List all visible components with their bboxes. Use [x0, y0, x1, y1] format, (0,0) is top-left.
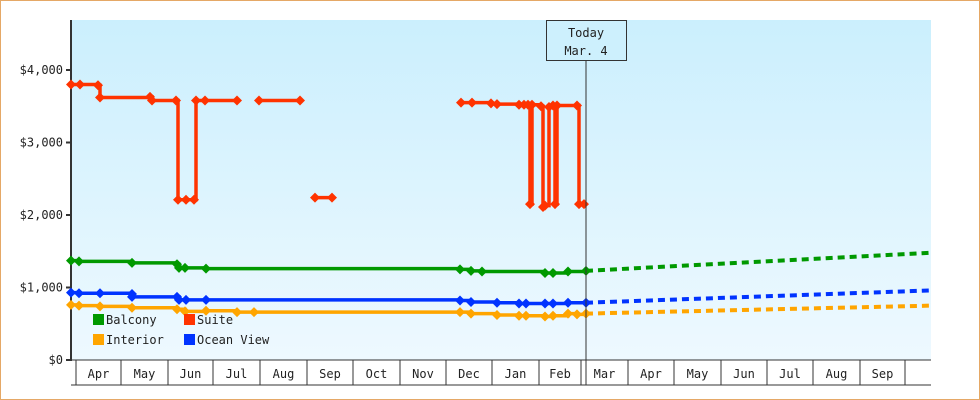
x-axis: Apr May Jun Jul Aug Sep Oct Nov Dec Jan Feb Mar Apr M… [71, 359, 931, 386]
today-date: Mar. 4 [564, 44, 607, 58]
x-tick-label: Jun [733, 367, 755, 381]
x-tick-label: Apr [88, 367, 110, 381]
legend-swatch [184, 314, 195, 325]
y-tick-label: $4,000 [20, 63, 63, 77]
legend-label: Ocean View [197, 333, 270, 347]
today-label: Today [568, 26, 604, 40]
legend-item-suite: Suite [184, 313, 233, 327]
legend-item-balcony: Balcony [93, 313, 157, 327]
x-tick-label: Feb [549, 367, 571, 381]
x-tick-label: Mar [594, 367, 616, 381]
legend-swatch [184, 334, 195, 345]
x-tick-label: Sep [872, 367, 894, 381]
x-tick-label: Aug [273, 367, 295, 381]
y-axis: $0 $1,000 $2,000 $3,000 $4,000 [20, 20, 72, 367]
legend-label: Suite [197, 313, 233, 327]
x-tick-label: Jan [505, 367, 527, 381]
series-balcony [66, 250, 932, 278]
x-tick-label: May [687, 367, 709, 381]
series-suite [66, 79, 589, 213]
legend: Balcony Suite Interior Ocean View [93, 313, 270, 347]
x-tick-label: Jul [779, 367, 801, 381]
x-tick-label: Oct [366, 367, 388, 381]
legend-swatch [93, 334, 104, 345]
x-tick-label: Aug [826, 367, 848, 381]
x-tick-label: Jun [180, 367, 202, 381]
series-ocean-view [66, 287, 932, 309]
x-tick-label: Dec [458, 367, 480, 381]
series-interior [66, 299, 932, 322]
x-tick-label: Jul [226, 367, 248, 381]
y-tick-label: $0 [49, 353, 63, 367]
legend-label: Interior [106, 333, 164, 347]
x-tick-label: Sep [319, 367, 341, 381]
legend-swatch [93, 314, 104, 325]
x-tick-label: May [134, 367, 156, 381]
y-tick-label: $3,000 [20, 136, 63, 150]
legend-item-ocean-view: Ocean View [184, 333, 270, 347]
x-tick-label: Apr [640, 367, 662, 381]
y-tick-label: $2,000 [20, 208, 63, 222]
y-tick-label: $1,000 [20, 281, 63, 295]
x-tick-label: Nov [412, 367, 434, 381]
series-layer [66, 79, 932, 322]
today-marker: Today Mar. 4 [546, 20, 627, 385]
legend-label: Balcony [106, 313, 157, 327]
legend-item-interior: Interior [93, 333, 164, 347]
